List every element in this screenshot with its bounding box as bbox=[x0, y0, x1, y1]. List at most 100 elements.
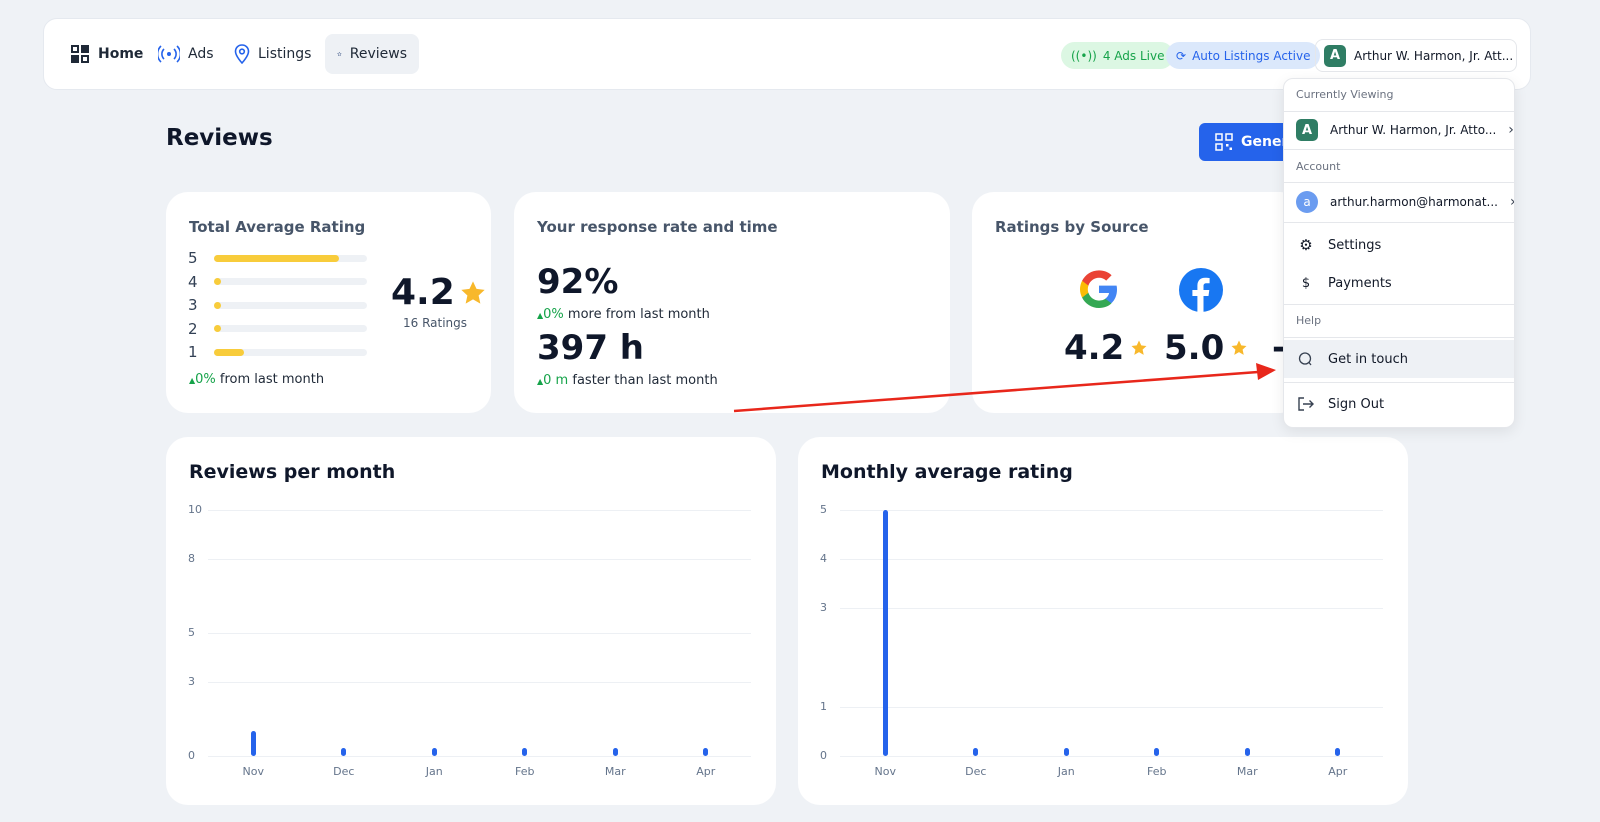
auto-listings-badge[interactable]: ⟳ Auto Listings Active bbox=[1166, 42, 1321, 69]
account-email-item[interactable]: a arthur.harmon@harmonat... › bbox=[1284, 182, 1514, 222]
sign-out-label: Sign Out bbox=[1328, 396, 1385, 412]
total-average-rating-card: Total Average Rating 5 4 3 2 1 4.2 16 Rating… bbox=[166, 192, 491, 413]
response-rate-card: Your response rate and time 92% ▲0% more… bbox=[514, 192, 950, 413]
account-avatar: A bbox=[1324, 44, 1346, 67]
rating-bar-track bbox=[213, 254, 367, 262]
auto-listings-label: Auto Listings Active bbox=[1192, 48, 1311, 63]
settings-label: Settings bbox=[1328, 237, 1382, 253]
x-tick-label: Feb bbox=[1147, 765, 1167, 778]
broadcast-icon: ((•)) bbox=[1071, 48, 1097, 63]
y-tick-label: 3 bbox=[188, 675, 195, 689]
y-tick-label: 3 bbox=[820, 601, 827, 615]
divider bbox=[1284, 304, 1514, 305]
current-account-name: Arthur W. Harmon, Jr. Atto... bbox=[1330, 123, 1497, 137]
x-tick-label: Dec bbox=[965, 765, 987, 778]
chart-bar bbox=[1335, 748, 1341, 756]
broadcast-icon bbox=[158, 45, 180, 63]
star-icon bbox=[461, 280, 485, 304]
x-tick-label: Nov bbox=[242, 765, 264, 778]
x-tick-label: Feb bbox=[515, 765, 535, 778]
grid-line bbox=[840, 559, 1383, 561]
nav-home-label: Home bbox=[98, 46, 144, 62]
rating-change-value: 0% bbox=[195, 372, 216, 387]
monthly-average-rating-card: Monthly average rating 0 1 3 4 5 Nov Dec Jan Feb… bbox=[798, 437, 1408, 805]
rating-row: 3 bbox=[188, 296, 367, 314]
x-tick-label: Mar bbox=[1236, 765, 1258, 778]
chart-bar bbox=[250, 731, 256, 756]
account-dropdown-menu: Currently Viewing A Arthur W. Harmon, Jr… bbox=[1283, 78, 1515, 428]
chat-bubble-icon bbox=[1298, 352, 1312, 366]
x-tick-label: Mar bbox=[604, 765, 626, 778]
y-tick-label: 4 bbox=[820, 552, 827, 566]
rating-bar-track bbox=[213, 278, 367, 285]
y-tick-label: 10 bbox=[188, 503, 202, 516]
rating-row: 4 bbox=[188, 273, 367, 291]
account-name: Arthur W. Harmon, Jr. Att... bbox=[1354, 48, 1514, 63]
grid-line bbox=[840, 756, 1383, 757]
response-time-value: 397 h bbox=[537, 328, 645, 368]
rating-row: 5 bbox=[188, 249, 367, 267]
grid-line bbox=[840, 706, 1383, 708]
nav-listings-label: Listings bbox=[258, 46, 312, 62]
card-title: Your response rate and time bbox=[537, 218, 778, 236]
other-rating-value: - bbox=[1272, 328, 1287, 368]
star-outline-icon bbox=[337, 51, 342, 56]
chart-bar bbox=[973, 748, 979, 756]
nav-reviews-label: Reviews bbox=[349, 46, 407, 62]
account-switcher-button[interactable]: A Arthur W. Harmon, Jr. Att... ⌄ bbox=[1315, 39, 1517, 72]
get-in-touch-menu-item[interactable]: Get in touch bbox=[1284, 340, 1514, 378]
qr-code-icon bbox=[1215, 133, 1233, 151]
divider bbox=[1284, 222, 1514, 223]
nav-ads-label: Ads bbox=[188, 46, 214, 62]
rating-change-text: from last month bbox=[219, 372, 325, 387]
current-account-item[interactable]: A Arthur W. Harmon, Jr. Atto... › bbox=[1284, 111, 1514, 149]
sign-out-menu-item[interactable]: Sign Out bbox=[1284, 385, 1514, 423]
rating-bar-fill bbox=[213, 278, 222, 285]
account-heading: Account bbox=[1296, 160, 1341, 173]
y-tick-label: 1 bbox=[820, 699, 827, 713]
chart-title: Reviews per month bbox=[189, 461, 396, 483]
currently-viewing-heading: Currently Viewing bbox=[1296, 88, 1394, 101]
y-tick-label: 0 bbox=[820, 749, 827, 762]
divider bbox=[1284, 337, 1514, 338]
chart-bar bbox=[1244, 748, 1250, 756]
star-icon bbox=[1231, 340, 1247, 355]
x-tick-label: Dec bbox=[333, 765, 355, 778]
sign-out-icon bbox=[1298, 397, 1314, 411]
grid-line bbox=[208, 756, 751, 757]
gear-icon: ⚙ bbox=[1299, 236, 1313, 254]
nav-reviews[interactable]: Reviews bbox=[325, 34, 419, 74]
nav-ads[interactable]: Ads bbox=[146, 34, 226, 74]
dollar-icon: $ bbox=[1301, 275, 1311, 291]
payments-label: Payments bbox=[1328, 275, 1392, 291]
rating-stars-label: 1 bbox=[188, 343, 198, 361]
chart-bar bbox=[431, 748, 437, 756]
ratings-by-source-card: Ratings by Source 4.2 5.0 - bbox=[972, 192, 1302, 413]
grid-line bbox=[840, 608, 1383, 610]
nav-listings[interactable]: Listings bbox=[222, 34, 323, 74]
rate-change-value: 0% bbox=[543, 307, 564, 322]
y-tick-label: 5 bbox=[188, 626, 195, 639]
grid-line bbox=[208, 682, 751, 684]
rating-stars-label: 3 bbox=[188, 296, 198, 314]
google-logo-icon bbox=[1080, 270, 1117, 308]
payments-menu-item[interactable]: $ Payments bbox=[1284, 264, 1514, 302]
divider bbox=[1284, 382, 1514, 383]
x-tick-label: Jan bbox=[1057, 765, 1075, 778]
ads-live-badge[interactable]: ((•)) 4 Ads Live bbox=[1061, 42, 1175, 69]
rating-stars-label: 5 bbox=[188, 249, 198, 267]
rating-bar-track bbox=[213, 301, 367, 309]
grid-line bbox=[208, 559, 751, 561]
settings-menu-item[interactable]: ⚙ Settings bbox=[1284, 226, 1514, 264]
time-change-value: 0 m bbox=[543, 373, 569, 388]
chart-bar bbox=[882, 510, 888, 756]
chart-bar bbox=[522, 748, 528, 756]
facebook-logo-icon bbox=[1179, 268, 1223, 312]
rate-change-text: more from last month bbox=[567, 307, 710, 322]
x-tick-label: Jan bbox=[425, 765, 443, 778]
account-email: arthur.harmon@harmonat... bbox=[1330, 195, 1498, 209]
nav-home[interactable]: Home bbox=[58, 34, 155, 74]
grid-line bbox=[208, 633, 751, 634]
up-arrow-icon: ▲ bbox=[537, 311, 544, 320]
top-navigation-bar: Home Ads Listings Reviews ((•)) 4 Ads Li… bbox=[43, 18, 1531, 90]
